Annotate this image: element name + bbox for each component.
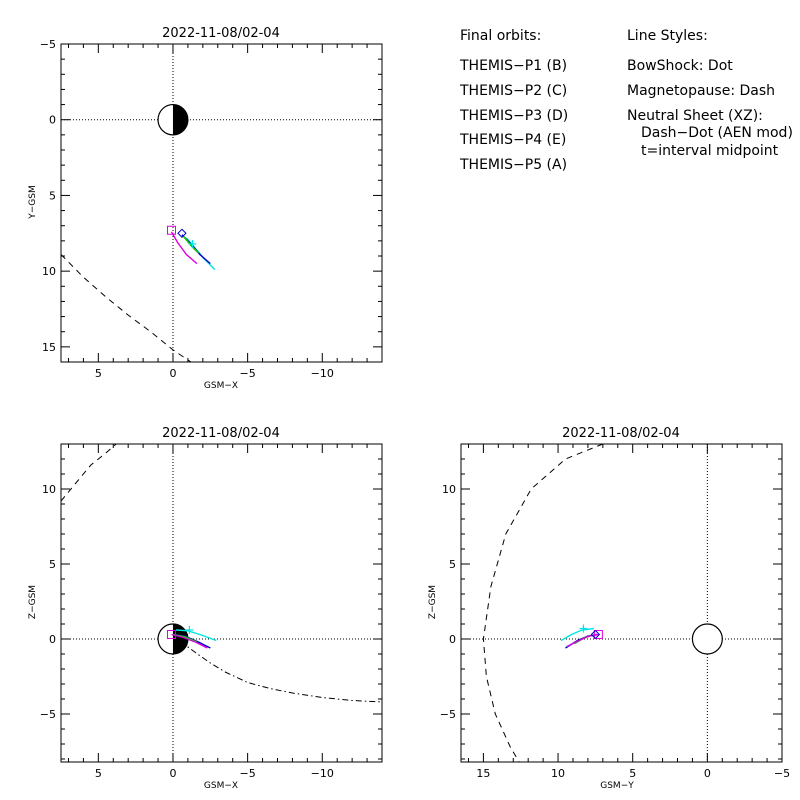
yz-x-tick-label: 0 bbox=[704, 767, 711, 780]
xy-midpoint-plus-marker bbox=[188, 239, 197, 248]
orbit-legend-item-p1: THEMIS−P1 (B) bbox=[459, 58, 567, 74]
yz-orbit-plot: 2022-11-08/02-04 GSM−Y Z−GSM 15 10 5 0 −5 −5 0… bbox=[428, 426, 790, 791]
orbit-legend-heading: Final orbits: bbox=[460, 28, 541, 44]
style-legend: Line Styles: BowShock: Dot Magnetopause:… bbox=[627, 28, 793, 159]
xz-plot-title: 2022-11-08/02-04 bbox=[162, 426, 280, 441]
xy-earth-night-side bbox=[172, 104, 188, 135]
xy-y-tick-label: 15 bbox=[42, 341, 56, 354]
xy-plot-title: 2022-11-08/02-04 bbox=[162, 26, 280, 41]
xy-y-axis-label: Y−GSM bbox=[28, 185, 38, 220]
xz-y-tick-label: −5 bbox=[40, 708, 56, 721]
xy-orbit-plot: 2022-11-08/02-04 GSM−X Y−GSM 5 0 −5 −10 −5 0 5… bbox=[28, 26, 383, 391]
xy-x-axis-label: GSM−X bbox=[204, 381, 238, 391]
xz-midpoint-plus-marker bbox=[185, 626, 194, 634]
xz-x-tick-label: −10 bbox=[311, 767, 334, 780]
xy-orbit-line-p5 bbox=[170, 231, 198, 265]
yz-x-tick-label: 5 bbox=[629, 767, 636, 780]
yz-x-tick-label: 15 bbox=[476, 767, 490, 780]
orbit-legend-item-p5: THEMIS−P5 (A) bbox=[459, 157, 567, 173]
xy-x-tick-label: −10 bbox=[311, 367, 334, 380]
xz-y-tick-label: 5 bbox=[49, 558, 56, 571]
xy-start-diamond-marker bbox=[177, 228, 187, 238]
style-legend-time-note: t=interval midpoint bbox=[641, 143, 779, 159]
xz-start-square-marker bbox=[166, 630, 176, 639]
xz-y-tick-label: 10 bbox=[42, 483, 56, 496]
yz-y-tick-label: 5 bbox=[449, 558, 456, 571]
xz-x-axis-label: GSM−X bbox=[204, 781, 238, 791]
xy-y-tick-label: −5 bbox=[40, 38, 56, 51]
xy-plot-frame bbox=[60, 43, 383, 363]
xy-y-tick-label: 5 bbox=[49, 189, 56, 202]
yz-y-tick-label: 0 bbox=[449, 633, 456, 646]
xz-neutral-sheet-line bbox=[180, 640, 382, 703]
xy-start-square-marker bbox=[166, 225, 176, 235]
xz-x-tick-label: 0 bbox=[169, 767, 176, 780]
xy-y-tick-label: 0 bbox=[49, 114, 56, 127]
yz-plot-title: 2022-11-08/02-04 bbox=[562, 426, 680, 441]
xz-x-tick-label: −5 bbox=[240, 767, 256, 780]
xz-magnetopause-line bbox=[61, 444, 117, 502]
yz-orbit-line-p1 bbox=[560, 627, 594, 642]
xy-y-tick-label: 10 bbox=[42, 265, 56, 278]
xz-x-tick-label: 5 bbox=[95, 767, 102, 780]
yz-x-axis-label: GSM−Y bbox=[600, 781, 634, 791]
xy-orbit-line-p4 bbox=[182, 235, 199, 254]
style-legend-bowshock: BowShock: Dot bbox=[627, 58, 733, 74]
yz-orbit-line-p2 bbox=[565, 633, 598, 649]
orbit-legend: Final orbits: THEMIS−P1 (B) THEMIS−P2 (C… bbox=[459, 28, 568, 173]
yz-start-diamond-marker bbox=[590, 629, 601, 640]
yz-x-tick-label: −5 bbox=[774, 767, 790, 780]
yz-y-tick-label: −5 bbox=[440, 708, 456, 721]
orbit-legend-item-p3: THEMIS−P3 (D) bbox=[459, 108, 568, 124]
yz-earth bbox=[691, 623, 723, 655]
orbit-legend-item-p4: THEMIS−P4 (E) bbox=[459, 132, 566, 148]
xz-y-axis-label: Z−GSM bbox=[28, 585, 38, 619]
yz-y-axis-label: Z−GSM bbox=[428, 585, 438, 619]
yz-x-tick-label: 10 bbox=[551, 767, 565, 780]
xy-orbit-line-p1 bbox=[185, 237, 216, 271]
style-legend-magnetopause: Magnetopause: Dash bbox=[627, 83, 775, 99]
orbit-legend-item-p2: THEMIS−P2 (C) bbox=[459, 83, 567, 99]
yz-magnetopause-line bbox=[482, 444, 603, 762]
xy-magnetopause-line bbox=[61, 254, 192, 362]
xy-x-tick-label: 5 bbox=[95, 367, 102, 380]
yz-plot-frame bbox=[460, 443, 783, 763]
xy-x-tick-label: −5 bbox=[240, 367, 256, 380]
xz-y-tick-label: 0 bbox=[49, 633, 56, 646]
yz-y-tick-label: 10 bbox=[442, 483, 456, 496]
style-legend-neutral-sheet: Neutral Sheet (XZ): bbox=[627, 108, 763, 124]
style-legend-neutral-sheet-model: Dash−Dot (AEN mod) bbox=[641, 125, 793, 141]
xz-orbit-plot: 2022-11-08/02-04 GSM−X Z−GSM 5 0 −5 −10 −5 0 5… bbox=[28, 426, 383, 791]
yz-start-square-marker bbox=[593, 630, 603, 639]
yz-midpoint-plus-marker bbox=[579, 624, 588, 633]
xz-orbit-line-p5 bbox=[171, 633, 208, 649]
xy-x-tick-label: 0 bbox=[169, 367, 176, 380]
xz-orbit-line-p1 bbox=[175, 629, 217, 642]
xz-plot-frame bbox=[60, 443, 383, 763]
style-legend-heading: Line Styles: bbox=[627, 28, 708, 44]
xz-earth-night-side bbox=[172, 624, 188, 654]
